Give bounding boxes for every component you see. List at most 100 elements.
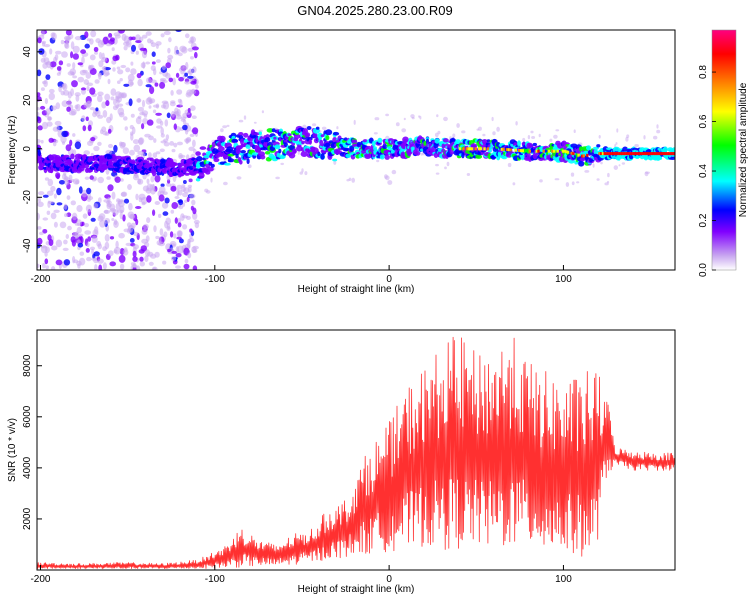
- spectrogram-ridge-mark: [356, 143, 362, 148]
- spectrogram-noise-mark: [163, 30, 171, 36]
- spectrogram-core-mark: [666, 152, 669, 156]
- colorbar-tick-label: 0.0: [698, 263, 709, 277]
- spectrogram-noise-mark: [236, 176, 242, 180]
- spectrogram-ridge-mark: [156, 171, 162, 176]
- spectrogram-noise-mark: [70, 200, 77, 206]
- spectrogram-noise-mark: [220, 128, 224, 133]
- spectrogram-noise-mark: [191, 246, 197, 253]
- spectrogram-noise-mark: [65, 30, 72, 36]
- spectrogram-noise-mark: [50, 266, 56, 270]
- spectrogram-noise-mark: [175, 265, 181, 269]
- spectrogram-noise-mark: [42, 62, 48, 69]
- spectrogram-core-mark: [633, 152, 636, 156]
- chart-title: GN04.2025.280.23.00.R09: [297, 3, 452, 18]
- spectrogram-noise-mark: [94, 79, 100, 84]
- spectrogram-noise-mark: [175, 253, 182, 258]
- spectrogram-noise-mark: [156, 125, 163, 129]
- spectrogram-ridge-mark: [377, 137, 383, 144]
- spectrogram-ridge-mark: [235, 154, 239, 159]
- spectrogram-core-mark: [631, 152, 634, 156]
- spectrogram-noise-mark: [42, 229, 48, 234]
- spectrogram-noise-mark: [102, 36, 109, 45]
- spectrogram-noise-mark: [59, 221, 67, 229]
- spectrogram-ridge-mark: [669, 156, 675, 160]
- snr-y-axis-label: SNR (10 * v/v): [7, 418, 18, 482]
- spectrogram-noise-mark: [49, 61, 57, 68]
- spectrogram-noise-mark: [45, 265, 49, 270]
- spectrogram-noise-mark: [656, 124, 659, 129]
- spectrogram-noise-mark: [97, 197, 102, 204]
- spectrogram-noise-mark: [143, 223, 149, 230]
- spectrogram-noise-mark: [137, 115, 142, 120]
- spectrogram-noise-mark: [69, 139, 73, 146]
- spectrogram-noise-mark: [176, 184, 182, 190]
- spectrogram-core-mark: [519, 149, 523, 153]
- spectrogram-noise-mark: [178, 238, 184, 244]
- spectrogram-noise-mark: [66, 195, 71, 201]
- spectrogram-noise-mark: [74, 36, 82, 41]
- spectrogram-noise-mark: [160, 133, 165, 138]
- spectrogram-noise-mark: [129, 81, 134, 86]
- spectrogram-noise-mark: [391, 169, 397, 175]
- spectrogram-noise-mark: [182, 224, 188, 230]
- spectrogram-noise-mark: [47, 178, 54, 187]
- spectrogram-noise-mark: [192, 139, 196, 148]
- spectrogram-noise-mark: [116, 198, 121, 204]
- spectrogram-noise-mark: [238, 119, 244, 123]
- colorbar-tick-label: 0.2: [698, 213, 709, 227]
- spectrogram-noise-mark: [174, 107, 179, 115]
- spectrogram-noise-mark: [70, 51, 74, 59]
- spectrogram-noise-mark: [44, 98, 49, 105]
- spectrogram-noise-mark: [55, 259, 63, 266]
- spectrogram-ridge-mark: [266, 128, 274, 133]
- spectrogram-core-mark: [664, 152, 667, 156]
- spectrogram-noise-mark: [512, 182, 516, 186]
- spectrogram-noise-mark: [176, 89, 183, 95]
- spectrogram-ridge-mark: [319, 139, 324, 147]
- spectrogram-noise-mark: [123, 228, 130, 233]
- spectrogram-noise-mark: [174, 50, 180, 56]
- spectrogram-noise-mark: [91, 235, 98, 243]
- spectrogram-noise-mark: [164, 197, 170, 204]
- spectrogram-noise-mark: [175, 72, 180, 78]
- spectrogram-noise-mark: [37, 125, 43, 131]
- spectrogram-noise-mark: [79, 251, 85, 256]
- spectrogram-noise-mark: [95, 107, 99, 112]
- spectrogram-noise-mark: [76, 205, 83, 212]
- spectrogram-noise-mark: [71, 80, 78, 88]
- spectrogram-ridge-mark: [198, 172, 205, 179]
- spectrogram-y-tick-label: -20: [22, 190, 33, 205]
- spectrogram-noise-mark: [165, 72, 171, 79]
- spectrogram-noise-mark: [170, 185, 177, 192]
- spectrogram-noise-mark: [37, 116, 42, 124]
- spectrogram-noise-mark: [85, 204, 92, 213]
- spectrogram-noise-mark: [151, 61, 156, 65]
- spectrogram-noise-mark: [182, 202, 186, 207]
- spectrogram-noise-mark: [571, 181, 575, 186]
- spectrogram-noise-mark: [171, 148, 176, 153]
- spectrogram-noise-mark: [120, 93, 127, 98]
- spectrogram-ridge-mark: [251, 152, 259, 156]
- spectrogram-noise-mark: [110, 88, 117, 96]
- spectrogram-ridge-mark: [306, 126, 312, 130]
- spectrogram-core-mark: [547, 149, 551, 153]
- spectrogram-noise-mark: [81, 189, 88, 198]
- spectrogram-noise-mark: [70, 88, 74, 97]
- spectrogram-noise-mark: [175, 246, 180, 253]
- spectrogram-noise-mark: [194, 222, 200, 229]
- spectrogram-ridge-mark: [434, 138, 440, 144]
- spectrogram-ridge-mark: [246, 158, 250, 165]
- spectrogram-noise-mark: [98, 60, 104, 68]
- spectrogram-noise-mark: [189, 89, 197, 95]
- spectrogram-core-mark: [598, 152, 601, 156]
- spectrogram-noise-mark: [94, 264, 98, 270]
- spectrogram-core-mark: [615, 152, 619, 156]
- spectrogram-noise-mark: [180, 65, 185, 69]
- spectrogram-noise-mark: [113, 144, 118, 153]
- spectrogram-ridge-mark: [273, 136, 277, 140]
- spectrogram-noise-mark: [81, 56, 85, 65]
- spectrogram-noise-mark: [58, 85, 62, 93]
- spectrogram-noise-mark: [145, 61, 151, 65]
- spectrogram-ridge-mark: [441, 143, 446, 149]
- spectrogram-ridge-mark: [317, 151, 321, 157]
